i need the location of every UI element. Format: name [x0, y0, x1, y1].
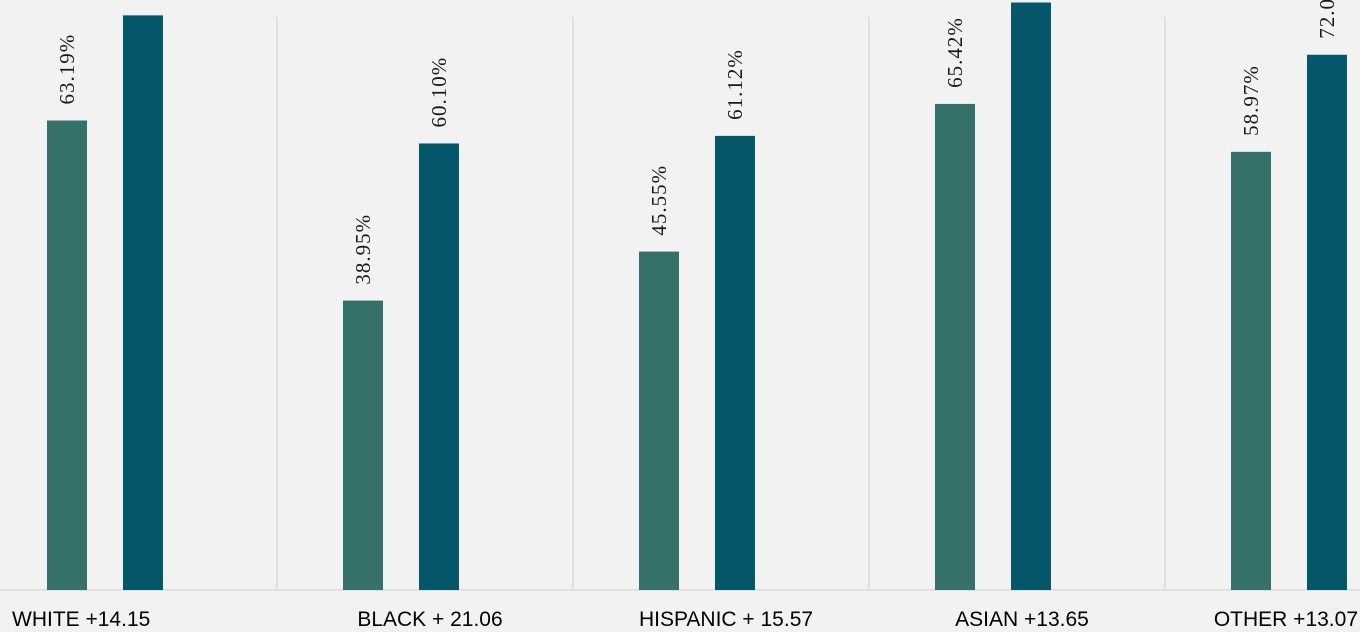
category-dividers [276, 17, 1166, 590]
bar-series-2 [1307, 54, 1347, 591]
data-label: 61.12% [723, 49, 747, 120]
category-label: OTHER +13.07 [1214, 608, 1358, 631]
data-label: 72.04% [1315, 0, 1339, 39]
category-label: BLACK + 21.06 [357, 608, 502, 631]
bar-series-1 [1231, 151, 1271, 590]
category-label: WHITE +14.15 [12, 608, 150, 631]
data-label: 58.97% [1239, 65, 1263, 136]
bar-series-1 [47, 120, 87, 591]
bar-series-1 [935, 103, 975, 591]
category-label: ASIAN +13.65 [955, 608, 1089, 631]
data-label: 65.42% [943, 17, 967, 88]
data-label: 38.95% [351, 214, 375, 285]
data-label: 45.55% [647, 165, 671, 236]
data-labels-group: 63.19%77.34%38.95%60.10%45.55%61.12%65.4… [55, 0, 1339, 285]
bar-series-2 [1011, 2, 1051, 591]
bar-series-2 [419, 143, 459, 590]
bar-series-2 [123, 15, 163, 591]
category-label: HISPANIC + 15.57 [639, 608, 813, 631]
bars-group [47, 2, 1347, 591]
bar-series-1 [343, 300, 383, 590]
data-label: 63.19% [55, 34, 79, 105]
data-label: 60.10% [427, 57, 451, 128]
category-labels-group: WHITE +14.15 BLACK + 21.06 HISPANIC + 15.5… [12, 608, 1358, 631]
bar-series-2 [715, 135, 755, 590]
bar-series-1 [639, 251, 679, 590]
